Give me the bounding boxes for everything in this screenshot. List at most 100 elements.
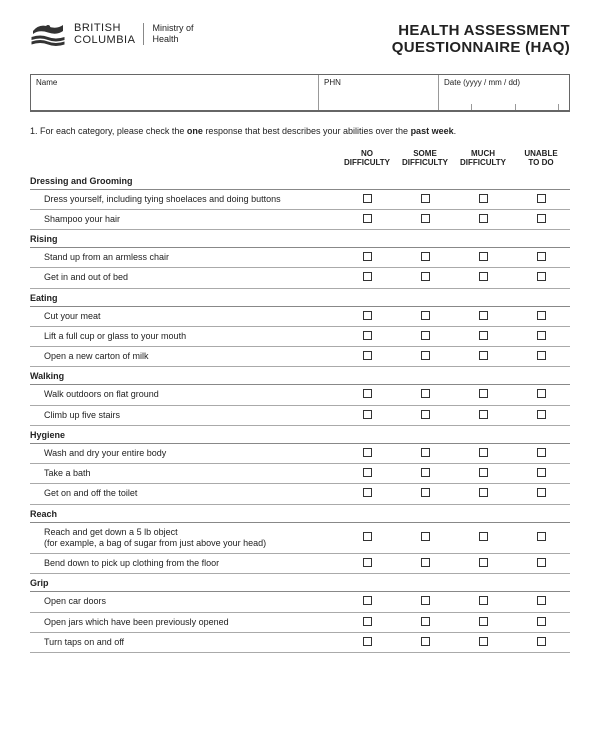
- checkbox-cell: [454, 306, 512, 326]
- checkbox-cell: [454, 632, 512, 652]
- checkbox[interactable]: [421, 410, 430, 419]
- checkbox[interactable]: [537, 252, 546, 261]
- checkbox[interactable]: [537, 558, 546, 567]
- checkbox[interactable]: [363, 194, 372, 203]
- item-label: Shampoo your hair: [30, 209, 338, 229]
- checkbox[interactable]: [537, 194, 546, 203]
- checkbox-cell: [396, 306, 454, 326]
- checkbox[interactable]: [479, 331, 488, 340]
- checkbox[interactable]: [537, 617, 546, 626]
- checkbox[interactable]: [363, 596, 372, 605]
- checkbox[interactable]: [363, 488, 372, 497]
- category-label: Grip: [30, 574, 570, 592]
- checkbox[interactable]: [363, 468, 372, 477]
- checkbox[interactable]: [421, 488, 430, 497]
- checkbox[interactable]: [537, 596, 546, 605]
- checkbox[interactable]: [479, 617, 488, 626]
- checkbox[interactable]: [479, 488, 488, 497]
- item-label: Wash and dry your entire body: [30, 443, 338, 463]
- form-page: BRITISH COLUMBIA Ministry of Health HEAL…: [0, 0, 600, 730]
- checkbox[interactable]: [421, 194, 430, 203]
- checkbox[interactable]: [363, 389, 372, 398]
- checkbox[interactable]: [421, 558, 430, 567]
- checkbox[interactable]: [479, 252, 488, 261]
- phn-field[interactable]: PHN: [319, 75, 439, 110]
- date-field[interactable]: Date (yyyy / mm / dd): [439, 75, 569, 110]
- checkbox[interactable]: [363, 558, 372, 567]
- checkbox[interactable]: [363, 410, 372, 419]
- checkbox[interactable]: [421, 448, 430, 457]
- checkbox[interactable]: [537, 389, 546, 398]
- checkbox[interactable]: [421, 617, 430, 626]
- checkbox[interactable]: [479, 272, 488, 281]
- checkbox[interactable]: [537, 468, 546, 477]
- checkbox[interactable]: [537, 448, 546, 457]
- checkbox-cell: [512, 522, 570, 554]
- checkbox[interactable]: [537, 351, 546, 360]
- checkbox-cell: [338, 385, 396, 405]
- checkbox[interactable]: [421, 272, 430, 281]
- checkbox[interactable]: [363, 351, 372, 360]
- checkbox[interactable]: [479, 596, 488, 605]
- checkbox-cell: [338, 632, 396, 652]
- checkbox[interactable]: [479, 532, 488, 541]
- checkbox[interactable]: [537, 311, 546, 320]
- checkbox[interactable]: [537, 410, 546, 419]
- item-row: Open a new carton of milk: [30, 347, 570, 367]
- item-row: Bend down to pick up clothing from the f…: [30, 554, 570, 574]
- checkbox-cell: [512, 612, 570, 632]
- checkbox[interactable]: [537, 214, 546, 223]
- checkbox[interactable]: [537, 532, 546, 541]
- checkbox[interactable]: [421, 331, 430, 340]
- checkbox-cell: [454, 268, 512, 288]
- checkbox[interactable]: [363, 637, 372, 646]
- checkbox[interactable]: [421, 532, 430, 541]
- checkbox-cell: [396, 326, 454, 346]
- checkbox[interactable]: [479, 448, 488, 457]
- category-row: Eating: [30, 288, 570, 306]
- checkbox[interactable]: [479, 351, 488, 360]
- checkbox[interactable]: [479, 410, 488, 419]
- checkbox-cell: [396, 484, 454, 504]
- checkbox[interactable]: [363, 532, 372, 541]
- checkbox[interactable]: [363, 252, 372, 261]
- checkbox[interactable]: [421, 214, 430, 223]
- checkbox[interactable]: [421, 637, 430, 646]
- checkbox[interactable]: [479, 468, 488, 477]
- checkbox[interactable]: [537, 272, 546, 281]
- checkbox[interactable]: [479, 389, 488, 398]
- item-row: Wash and dry your entire body: [30, 443, 570, 463]
- checkbox[interactable]: [421, 252, 430, 261]
- checkbox[interactable]: [421, 311, 430, 320]
- checkbox[interactable]: [363, 331, 372, 340]
- phn-label: PHN: [324, 78, 341, 87]
- checkbox[interactable]: [479, 637, 488, 646]
- patient-info-box: Name PHN Date (yyyy / mm / dd): [30, 74, 570, 112]
- checkbox[interactable]: [421, 389, 430, 398]
- checkbox-cell: [396, 522, 454, 554]
- date-ticks: [471, 104, 559, 110]
- checkbox-cell: [454, 347, 512, 367]
- checkbox[interactable]: [479, 194, 488, 203]
- checkbox[interactable]: [421, 351, 430, 360]
- checkbox[interactable]: [363, 617, 372, 626]
- checkbox[interactable]: [537, 331, 546, 340]
- checkbox[interactable]: [363, 448, 372, 457]
- checkbox[interactable]: [479, 214, 488, 223]
- checkbox-cell: [512, 189, 570, 209]
- checkbox[interactable]: [421, 468, 430, 477]
- category-label: Walking: [30, 367, 570, 385]
- checkbox[interactable]: [479, 311, 488, 320]
- checkbox[interactable]: [363, 214, 372, 223]
- checkbox[interactable]: [537, 637, 546, 646]
- checkbox-cell: [338, 405, 396, 425]
- checkbox-cell: [512, 592, 570, 612]
- checkbox-cell: [396, 405, 454, 425]
- checkbox[interactable]: [363, 311, 372, 320]
- checkbox[interactable]: [479, 558, 488, 567]
- name-field[interactable]: Name: [31, 75, 319, 110]
- checkbox[interactable]: [363, 272, 372, 281]
- checkbox[interactable]: [421, 596, 430, 605]
- item-label: Cut your meat: [30, 306, 338, 326]
- checkbox[interactable]: [537, 488, 546, 497]
